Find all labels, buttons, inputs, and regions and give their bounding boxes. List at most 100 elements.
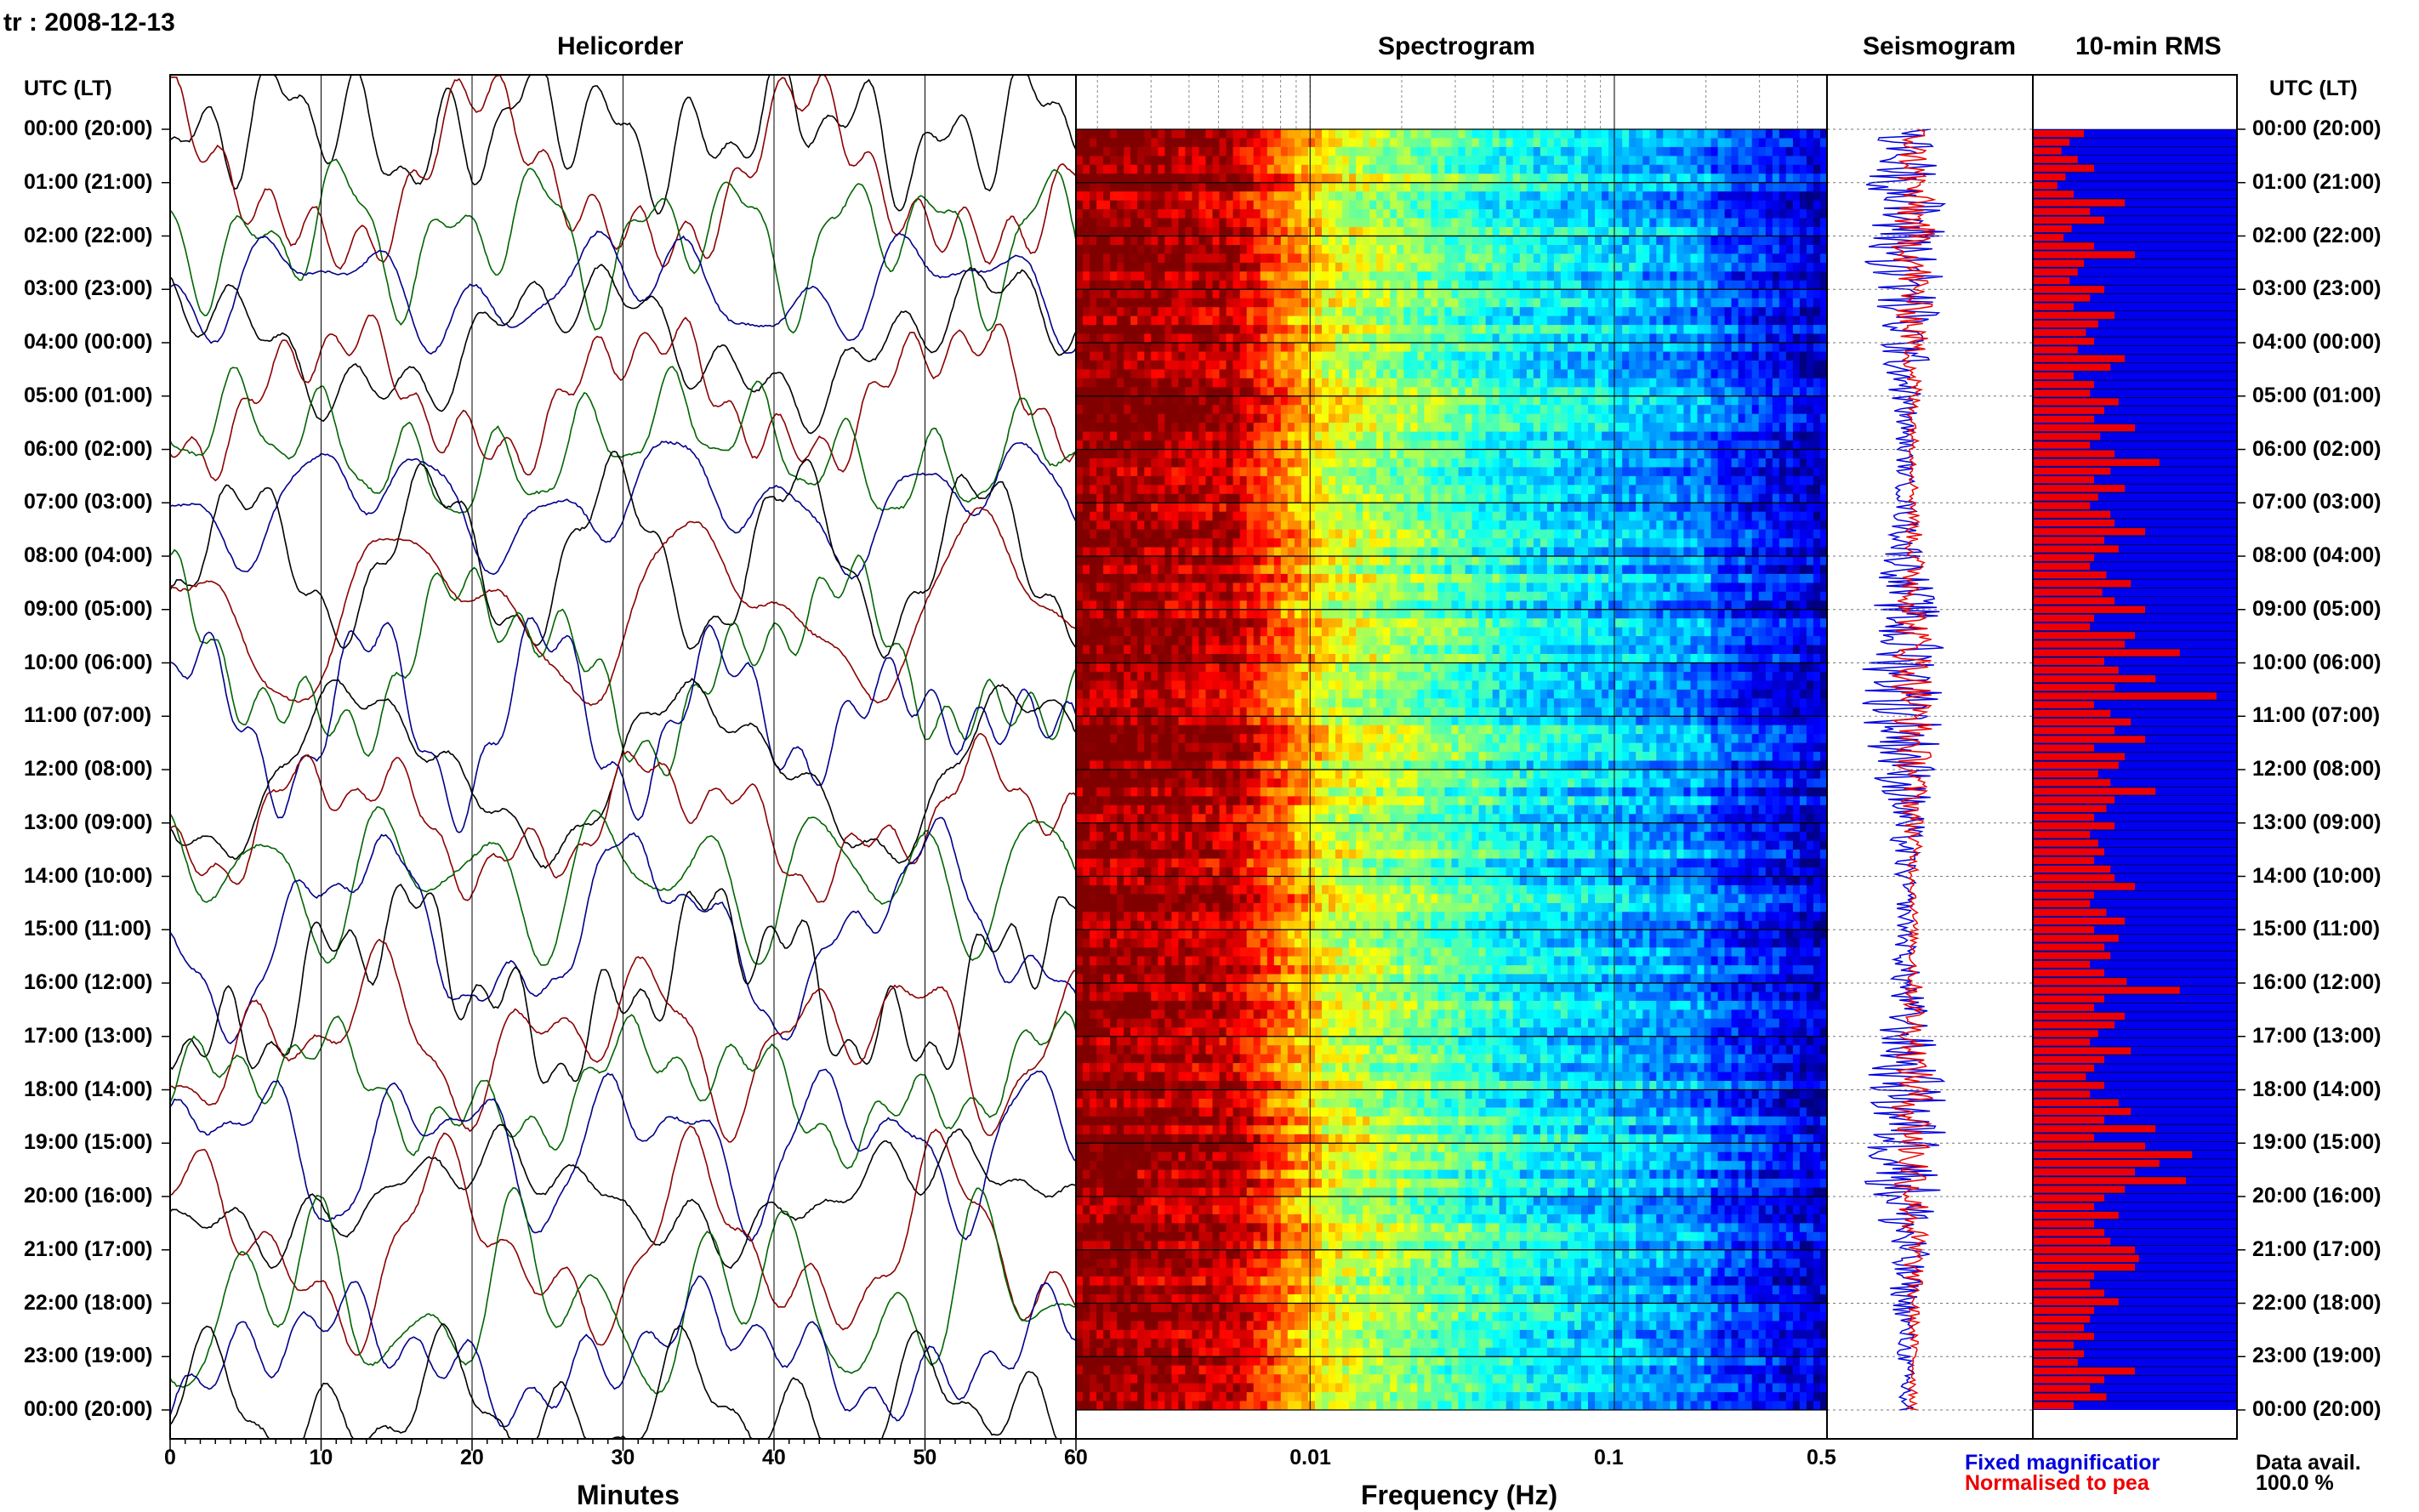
spectrogram-cell: [1663, 351, 1671, 361]
spectrogram-cell: [1560, 467, 1568, 477]
spectrogram-cell: [1533, 182, 1541, 192]
spectrogram-cell: [1232, 475, 1241, 486]
spectrogram-cell: [1076, 191, 1084, 202]
spectrogram-cell: [1642, 173, 1650, 184]
spectrogram-cell: [1410, 413, 1418, 423]
spectrogram-cell: [1110, 289, 1118, 299]
spectrogram-cell: [1478, 458, 1487, 468]
spectrogram-cell: [1471, 325, 1480, 334]
spectrogram-cell: [1144, 129, 1152, 139]
spectrogram-cell: [1329, 218, 1336, 228]
spectrogram-cell: [1765, 138, 1773, 148]
spectrogram-cell: [1356, 191, 1363, 202]
spectrogram-cell: [1602, 129, 1609, 139]
spectrogram-cell: [1171, 271, 1179, 281]
spectrogram-cell: [1471, 520, 1480, 531]
spectrogram-cell: [1273, 360, 1282, 370]
spectrogram-cell: [1704, 173, 1712, 184]
spectrogram-cell: [1307, 227, 1316, 236]
spectrogram-cell: [1383, 441, 1391, 450]
spectrogram-cell: [1471, 173, 1480, 184]
spectrogram-cell: [1198, 182, 1207, 192]
spectrogram-cell: [1690, 191, 1699, 202]
spectrogram-cell: [1280, 351, 1289, 361]
spectrogram-cell: [1731, 298, 1739, 308]
spectrogram-cell: [1568, 156, 1575, 166]
spectrogram-cell: [1465, 245, 1473, 254]
spectrogram-cell: [1322, 423, 1329, 432]
spectrogram-cell: [1615, 441, 1623, 450]
spectrogram-cell: [1553, 245, 1562, 254]
spectrogram-cell: [1178, 164, 1186, 174]
spectrogram-cell: [1356, 485, 1363, 495]
spectrogram-cell: [1779, 227, 1787, 236]
spectrogram-cell: [1397, 146, 1404, 156]
spectrogram-cell: [1363, 467, 1370, 477]
spectrogram-cell: [1103, 333, 1111, 344]
spectrogram-cell: [1588, 245, 1596, 254]
spectrogram-cell: [1342, 325, 1350, 334]
spectrogram-cell: [1280, 333, 1289, 344]
spectrogram-cell: [1431, 405, 1438, 415]
spectrogram-cell: [1253, 146, 1261, 156]
spectrogram-cell: [1397, 395, 1404, 406]
spectrogram-cell: [1130, 485, 1138, 495]
spectrogram-cell: [1745, 191, 1753, 202]
spectrogram-cell: [1294, 280, 1302, 290]
spectrogram-cell: [1444, 245, 1453, 254]
spectrogram-cell: [1232, 449, 1241, 459]
spectrogram-cell: [1178, 405, 1186, 415]
spectrogram-cell: [1813, 395, 1821, 406]
spectrogram-cell: [1676, 449, 1684, 459]
spectrogram-cell: [1499, 378, 1507, 388]
spectrogram-cell: [1260, 387, 1268, 397]
spectrogram-cell: [1151, 395, 1158, 406]
spectrogram-cell: [1724, 236, 1733, 246]
spectrogram-cell: [1376, 182, 1384, 192]
spectrogram-cell: [1307, 200, 1316, 210]
spectrogram-cell: [1090, 280, 1097, 290]
spectrogram-cell: [1246, 343, 1255, 352]
spectrogram-cell: [1717, 467, 1726, 477]
spectrogram-cell: [1437, 458, 1445, 468]
spectrogram-cell: [1581, 467, 1589, 477]
spectrogram-cell: [1151, 325, 1158, 334]
spectrogram-cell: [1424, 307, 1431, 317]
spectrogram-cell: [1219, 236, 1227, 246]
spectrogram-cell: [1574, 298, 1582, 308]
spectrogram-cell: [1192, 423, 1200, 432]
spectrogram-cell: [1130, 156, 1138, 166]
spectrogram-cell: [1683, 520, 1691, 531]
spectrogram-cell: [1117, 307, 1124, 317]
spectrogram-cell: [1465, 449, 1473, 459]
spectrogram-cell: [1451, 475, 1460, 486]
spectrogram-cell: [1369, 325, 1377, 334]
spectrogram-cell: [1417, 129, 1425, 139]
spectrogram-cell: [1505, 431, 1514, 441]
spectrogram-cell: [1560, 191, 1568, 202]
spectrogram-cell: [1301, 343, 1309, 352]
spectrogram-cell: [1369, 413, 1377, 423]
spectrogram-cell: [1581, 156, 1589, 166]
spectrogram-cell: [1492, 191, 1500, 202]
spectrogram-cell: [1560, 289, 1568, 299]
spectrogram-cell: [1499, 405, 1507, 415]
spectrogram-cell: [1546, 413, 1555, 423]
spectrogram-cell: [1745, 405, 1753, 415]
spectrogram-cell: [1683, 191, 1691, 202]
spectrogram-cell: [1342, 485, 1350, 495]
spectrogram-cell: [1083, 520, 1090, 531]
spectrogram-cell: [1670, 511, 1677, 521]
spectrogram-cell: [1663, 458, 1671, 468]
spectrogram-cell: [1676, 431, 1684, 441]
spectrogram-cell: [1130, 146, 1138, 156]
spectrogram-cell: [1390, 485, 1397, 495]
spectrogram-cell: [1266, 156, 1275, 166]
spectrogram-cell: [1512, 369, 1521, 379]
spectrogram-cell: [1096, 520, 1104, 531]
spectrogram-cell: [1499, 218, 1507, 228]
spectrogram-cell: [1697, 298, 1705, 308]
spectrogram-cell: [1076, 343, 1084, 352]
spectrogram-cell: [1745, 289, 1753, 299]
spectrogram-cell: [1390, 413, 1397, 423]
